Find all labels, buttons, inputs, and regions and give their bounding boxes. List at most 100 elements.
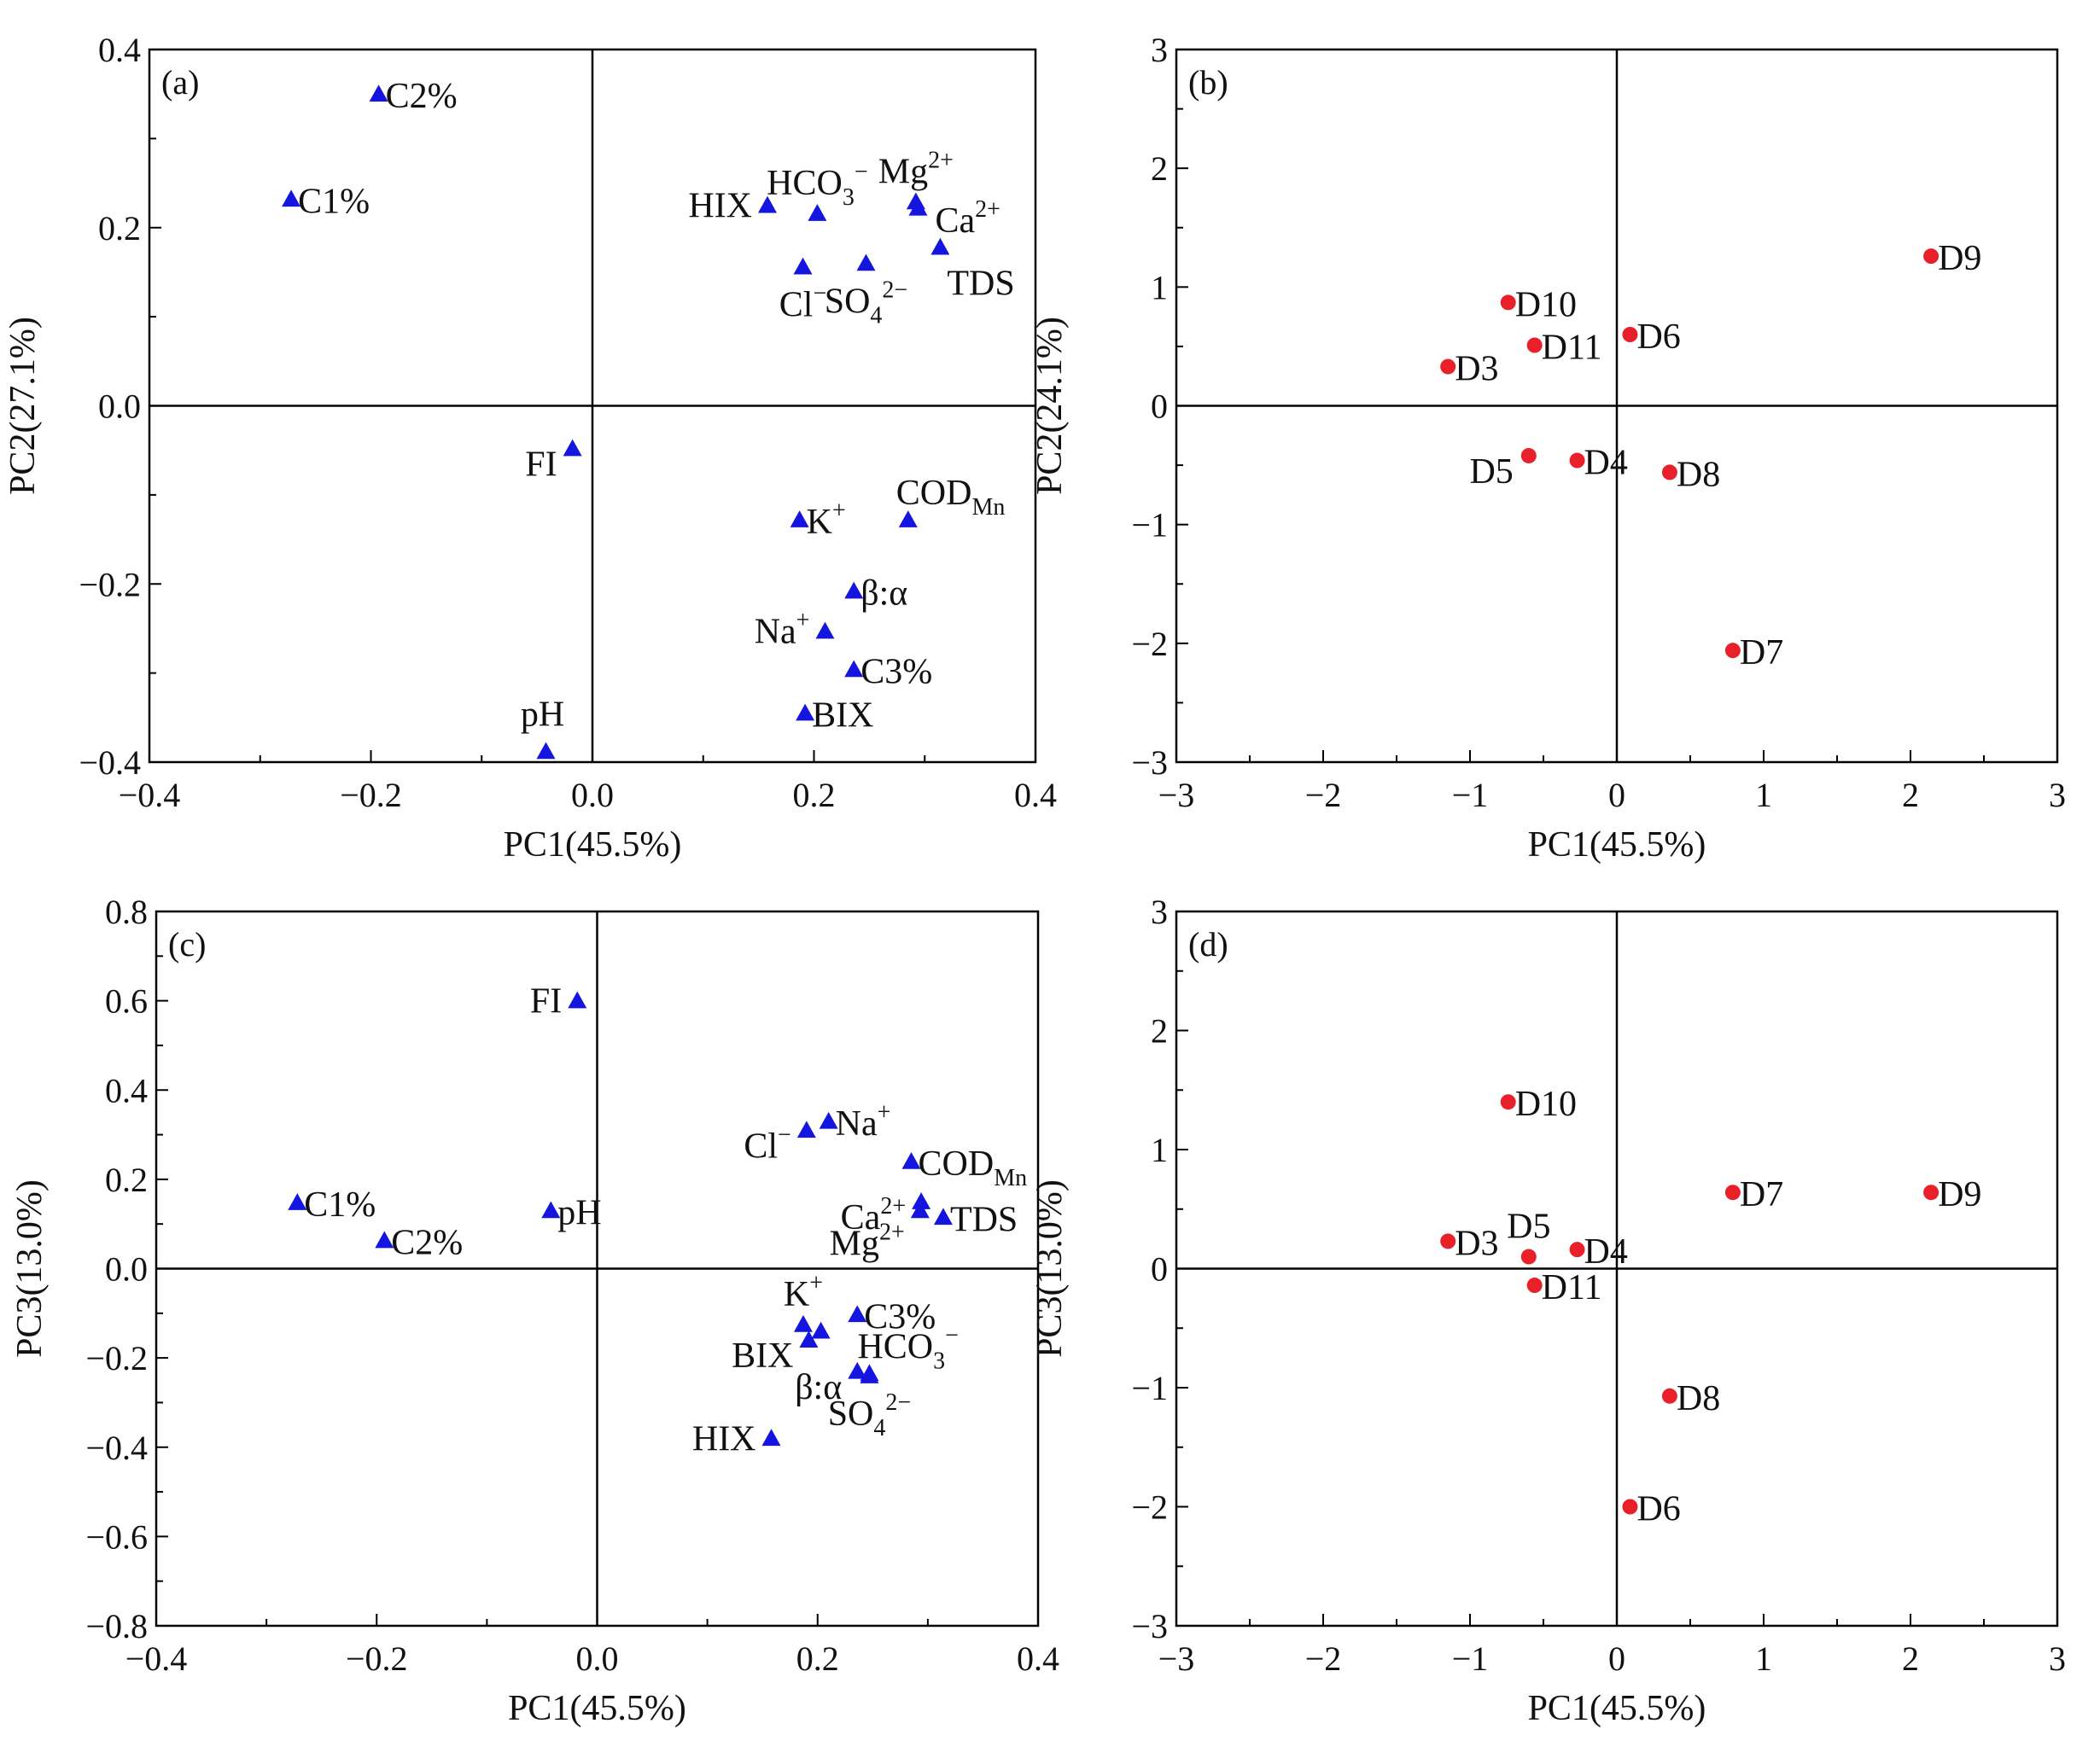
y-tick-label: −0.6 xyxy=(85,1517,148,1556)
x-tick-label: −0.4 xyxy=(125,1639,188,1678)
y-tick-label: 1 xyxy=(1151,1131,1168,1169)
point-TDS xyxy=(933,1208,953,1226)
point-D11 xyxy=(1526,1278,1543,1294)
point-D9 xyxy=(1923,1185,1940,1201)
point-BIX xyxy=(799,1330,819,1348)
label-Ca2+: Ca2+ xyxy=(841,1193,906,1237)
panel-label: (a) xyxy=(161,63,199,102)
y-tick-label: 0.0 xyxy=(98,387,141,426)
label-β:α: β:α xyxy=(860,574,907,614)
panel-c: −0.4 −0.2 0.0 0.2 0.4 −0.8 −0.6 −0.4 −0.2 0.0 0.2 0… xyxy=(10,893,1059,1728)
y-tick-label: 2 xyxy=(1151,1012,1168,1051)
label-CODMn: CODMn xyxy=(896,474,1006,521)
label-Cl-: Cl− xyxy=(779,281,826,325)
x-axis-title: PC1(45.5%) xyxy=(504,825,682,865)
point-D10 xyxy=(1500,1094,1516,1110)
label-HCO3-: HCO3− xyxy=(767,159,867,211)
label-Na+: Na+ xyxy=(755,608,810,652)
point-β:α xyxy=(848,1361,867,1379)
label-D5: D5 xyxy=(1469,452,1513,492)
x-tick-label: 0.2 xyxy=(796,1639,839,1678)
y-tick-label: 0.2 xyxy=(105,1161,148,1199)
point-HIX xyxy=(758,195,778,213)
label-D10: D10 xyxy=(1515,1085,1577,1124)
x-axis-title: PC1(45.5%) xyxy=(1528,1689,1706,1728)
point-Cl- xyxy=(796,1121,816,1138)
y-axis-title: PC3(13.0%) xyxy=(1030,1179,1070,1358)
label-C1%: C1% xyxy=(304,1185,376,1225)
label-D6: D6 xyxy=(1636,317,1680,357)
label-TDS: TDS xyxy=(950,1200,1018,1239)
point-Mg2+ xyxy=(910,1201,930,1219)
point-D10 xyxy=(1500,294,1516,311)
point-C2% xyxy=(375,1231,394,1249)
x-tick-label: −0.2 xyxy=(346,1639,408,1678)
point-D5 xyxy=(1520,1249,1537,1265)
point-SO42- xyxy=(856,253,876,271)
label-D4: D4 xyxy=(1584,444,1628,483)
y-tick-label: 3 xyxy=(1151,31,1168,69)
y-tick-label: 1 xyxy=(1151,268,1168,306)
label-HCO3-: HCO3− xyxy=(857,1322,958,1374)
label-D5: D5 xyxy=(1507,1208,1550,1247)
label-D11: D11 xyxy=(1542,1268,1602,1307)
x-tick-label: 2 xyxy=(1902,776,1919,814)
point-SO42- xyxy=(860,1366,879,1383)
label-SO42-: SO42− xyxy=(828,1389,912,1441)
point-D7 xyxy=(1724,1185,1741,1201)
label-D3: D3 xyxy=(1455,1224,1498,1263)
point-HIX xyxy=(761,1429,781,1447)
point-BIX xyxy=(796,703,815,721)
y-tick-label: 0.4 xyxy=(105,1071,148,1109)
panel-label: (c) xyxy=(168,925,206,964)
y-tick-label: 0 xyxy=(1151,1250,1168,1289)
y-tick-label: 0.8 xyxy=(105,893,148,931)
label-C2%: C2% xyxy=(391,1224,463,1263)
label-D9: D9 xyxy=(1938,1175,1981,1214)
x-tick-label: 3 xyxy=(2049,776,2066,814)
y-tick-label: −3 xyxy=(1131,743,1168,782)
y-tick-label: −2 xyxy=(1131,1488,1168,1527)
label-D11: D11 xyxy=(1542,329,1602,368)
point-D6 xyxy=(1622,327,1638,342)
x-tick-label: −0.4 xyxy=(119,776,181,814)
y-axis-title: PC3(13.0%) xyxy=(10,1179,50,1358)
point-D9 xyxy=(1923,248,1940,265)
x-tick-label: −2 xyxy=(1305,1639,1342,1678)
y-tick-label: 0.4 xyxy=(98,31,141,69)
y-tick-label: −0.4 xyxy=(85,1429,148,1467)
x-tick-label: −3 xyxy=(1158,1639,1195,1678)
label-C3%: C3% xyxy=(864,1297,936,1336)
label-pH: pH xyxy=(557,1193,601,1232)
y-tick-label: −0.8 xyxy=(85,1607,148,1645)
y-tick-label: 0.6 xyxy=(105,982,148,1021)
label-C1%: C1% xyxy=(298,182,370,221)
y-tick-label: −0.4 xyxy=(79,743,141,782)
x-tick-label: 0.2 xyxy=(793,776,836,814)
point-C2% xyxy=(369,84,388,102)
point-Na+ xyxy=(815,621,835,639)
x-tick-label: −1 xyxy=(1452,776,1489,814)
label-C2%: C2% xyxy=(386,77,458,116)
y-tick-label: 2 xyxy=(1151,149,1168,188)
y-axis-title: PC2(27.1%) xyxy=(3,317,43,495)
label-Mg2+: Mg2+ xyxy=(830,1219,905,1263)
x-tick-label: −3 xyxy=(1158,776,1195,814)
panel-a: −0.4 −0.2 0.0 0.2 0.4 −0.4 −0.2 0.0 0.2 0.4 PC1(45… xyxy=(3,31,1057,865)
point-FI xyxy=(568,991,587,1009)
label-D7: D7 xyxy=(1740,633,1783,673)
label-BIX: BIX xyxy=(732,1336,793,1376)
panel-d: −3 −2 −1 0 1 2 3 −3 −2 −1 0 1 2 3 PC1(45.5%) PC3(13.0%)… xyxy=(1030,893,2066,1728)
x-tick-label: 0 xyxy=(1608,776,1625,814)
point-D7 xyxy=(1724,643,1741,659)
label-Mg2+: Mg2+ xyxy=(878,147,954,191)
label-FI: FI xyxy=(525,445,557,485)
y-tick-label: −1 xyxy=(1131,1369,1168,1407)
point-D8 xyxy=(1661,1388,1677,1404)
label-TDS: TDS xyxy=(947,265,1014,304)
point-pH xyxy=(541,1201,561,1219)
label-D9: D9 xyxy=(1938,239,1981,278)
label-C3%: C3% xyxy=(860,652,932,691)
y-tick-label: −2 xyxy=(1131,625,1168,663)
